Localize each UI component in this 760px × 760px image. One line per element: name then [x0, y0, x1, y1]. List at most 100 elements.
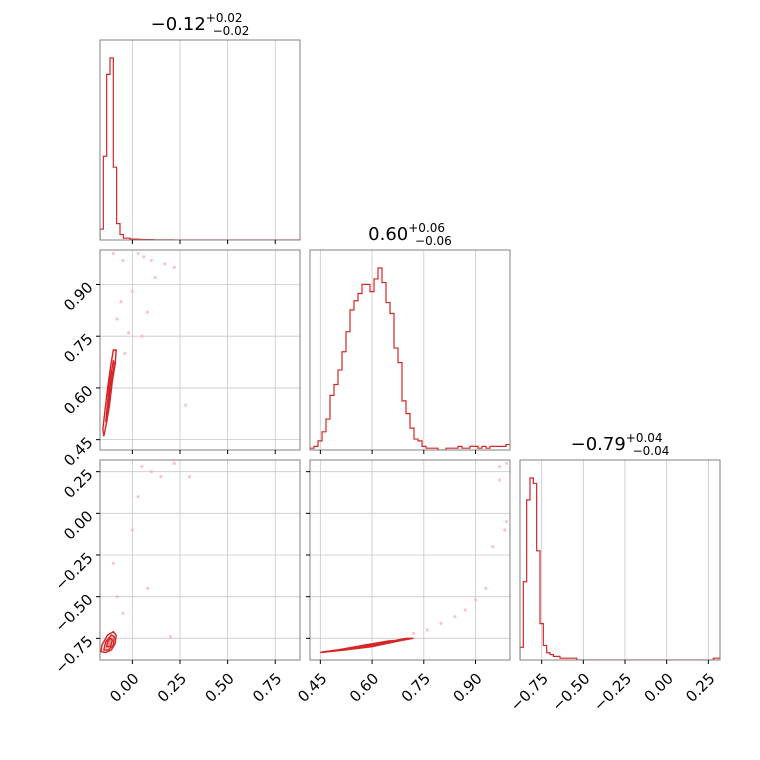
scatter-point	[172, 265, 176, 269]
y-tick-label: 0.60	[60, 382, 96, 418]
histogram-frame-2	[519, 459, 721, 661]
scatter-point	[149, 470, 154, 474]
panel-grid-1-0	[100, 250, 300, 450]
y-tick-label: 0.75	[60, 330, 96, 366]
scatter-point	[172, 461, 176, 465]
title-minus: −0.02	[213, 24, 250, 38]
panel-title-1: 0.60+0.06 −0.06	[368, 221, 452, 248]
scatter-point	[111, 251, 115, 256]
pair-frame-2-0	[99, 459, 301, 661]
scatter-point	[411, 631, 416, 635]
y-tick-label: −0.25	[51, 549, 96, 594]
y-tick-label: 0.00	[60, 507, 96, 543]
panel-title-2: −0.79+0.04 −0.04	[571, 431, 670, 458]
panel-grid-2-1	[310, 460, 510, 660]
scatter-point	[115, 595, 119, 599]
y-tick-label: −0.50	[51, 590, 96, 635]
scatter-point	[168, 635, 173, 639]
scatter-point	[146, 310, 150, 314]
scatter-point	[187, 475, 192, 479]
scatter-point	[115, 317, 119, 321]
x-tick-label: 0.00	[106, 670, 142, 706]
panel-grid-2-0	[100, 460, 300, 660]
density-contour	[105, 637, 114, 648]
scatter-point	[491, 453, 494, 456]
x-tick-label: 0.25	[154, 670, 190, 706]
x-tick-label: 0.00	[641, 670, 677, 706]
scatter-point	[130, 289, 134, 293]
scatter-point	[136, 495, 140, 499]
histogram-steps	[520, 477, 720, 660]
scatter-point	[130, 528, 134, 532]
title-plus: +0.06	[408, 221, 445, 235]
pair-frame-2-1	[309, 459, 511, 661]
scatter-point	[504, 520, 509, 524]
title-minus: −0.06	[415, 234, 452, 248]
histogram-frame-1	[309, 249, 511, 451]
x-tick-label: −0.50	[548, 670, 593, 715]
y-tick-label: −0.75	[51, 632, 96, 677]
histogram-0	[100, 57, 300, 240]
title-median: −0.12	[151, 14, 206, 35]
panel-grid-2-2	[541, 460, 709, 660]
x-tick-label: 0.75	[249, 670, 285, 706]
y-tick-label: 0.90	[60, 278, 96, 314]
x-tick-label: 0.60	[346, 670, 382, 706]
scatter-point	[163, 262, 167, 266]
pair-panel-2-0	[100, 461, 192, 654]
scatter-point	[136, 251, 140, 256]
x-tick-label: 0.75	[398, 670, 434, 706]
title-plus: +0.02	[206, 11, 243, 25]
y-tick-label: 0.25	[60, 465, 96, 501]
density-contour	[108, 377, 112, 399]
title-median: −0.79	[571, 434, 626, 455]
x-tick-label: 0.25	[682, 670, 718, 706]
x-tick-label: 0.50	[202, 670, 238, 706]
scatter-point	[463, 608, 467, 612]
x-tick-label: 0.45	[294, 670, 330, 706]
scatter-point	[498, 465, 502, 469]
scatter-point	[498, 478, 502, 482]
x-tick-label: 0.90	[449, 670, 485, 706]
pair-panel-2-1	[320, 453, 509, 654]
histogram-1	[310, 267, 510, 450]
x-tick-label: −0.25	[590, 670, 635, 715]
scatter-point	[142, 255, 146, 259]
histogram-steps	[100, 57, 300, 240]
scatter-point	[123, 351, 127, 356]
density-contour	[357, 643, 376, 649]
title-minus: −0.04	[633, 444, 670, 458]
scatter-point	[121, 258, 125, 262]
panel-grid-1-1	[319, 250, 476, 450]
histogram-2	[520, 477, 720, 660]
scatter-point	[119, 300, 123, 304]
scatter-point	[504, 461, 509, 465]
scatter-point	[111, 561, 115, 565]
scatter-point	[439, 621, 443, 625]
panel-grid-0-0	[131, 40, 276, 240]
scatter-point	[121, 611, 125, 615]
title-median: 0.60	[368, 224, 408, 245]
scatter-point	[126, 331, 131, 335]
scatter-point	[425, 628, 429, 632]
x-tick-label: −0.75	[507, 670, 552, 715]
y-tick-label: 0.45	[60, 433, 96, 469]
panel-title-0: −0.12+0.02 −0.02	[151, 11, 250, 38]
scatter-point	[140, 334, 144, 338]
scatter-point	[159, 475, 163, 479]
scatter-point	[184, 403, 188, 407]
scatter-point	[149, 258, 154, 262]
scatter-point	[140, 465, 144, 469]
scatter-point	[484, 586, 488, 590]
pair-frame-1-0	[99, 249, 301, 451]
scatter-point	[146, 586, 150, 590]
scatter-point	[153, 275, 157, 280]
scatter-point	[491, 545, 495, 549]
histogram-steps	[310, 267, 510, 450]
scatter-point	[473, 598, 478, 602]
title-plus: +0.04	[626, 431, 663, 445]
pair-panel-1-0	[102, 251, 188, 437]
scatter-point	[453, 615, 457, 619]
